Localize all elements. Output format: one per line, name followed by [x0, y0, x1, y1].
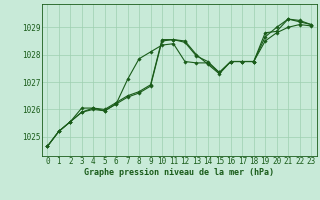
- X-axis label: Graphe pression niveau de la mer (hPa): Graphe pression niveau de la mer (hPa): [84, 168, 274, 177]
